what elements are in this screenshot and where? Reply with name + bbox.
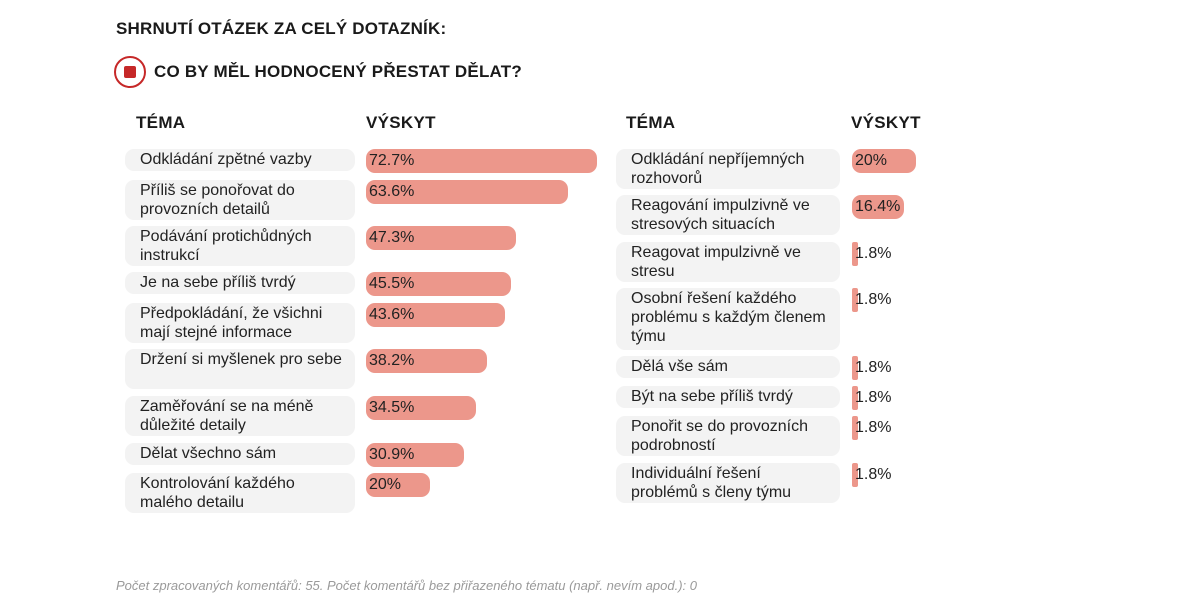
theme-label: Podávání protichůdných instrukcí	[125, 226, 355, 266]
right-occurrence-header: VÝSKYT	[851, 113, 921, 132]
occurrence-bar	[852, 242, 858, 266]
occurrence-bar	[366, 396, 476, 420]
occurrence-value: 30.9%	[369, 446, 415, 463]
occurrence-value: 43.6%	[369, 306, 415, 323]
occurrence-bar	[852, 463, 858, 487]
page-title: SHRNUTÍ OTÁZEK ZA CELÝ DOTAZNÍK:	[116, 19, 447, 38]
occurrence-bar	[852, 195, 905, 219]
stop-icon	[114, 56, 146, 88]
question-title: CO BY MĚL HODNOCENÝ PŘESTAT DĚLAT?	[154, 62, 522, 81]
theme-label: Držení si myšlenek pro sebe	[125, 349, 355, 389]
left-theme-header: TÉMA	[136, 113, 186, 132]
theme-label: Kontrolování každého malého detailu	[125, 473, 355, 513]
theme-label: Předpokládání, že všichni mají stejné in…	[125, 303, 355, 343]
theme-label: Reagovat impulzivně ve stresu	[616, 242, 840, 282]
theme-label: Reagování impulzivně ve stresových situa…	[616, 195, 840, 235]
theme-label: Odkládání zpětné vazby	[125, 149, 355, 171]
occurrence-value: 34.5%	[369, 399, 415, 416]
occurrence-bar	[366, 272, 511, 296]
footer-note: Počet zpracovaných komentářů: 55. Počet …	[116, 578, 697, 593]
theme-label: Individuální řešení problémů s členy tým…	[616, 463, 840, 503]
theme-label: Být na sebe příliš tvrdý	[616, 386, 840, 408]
theme-label: Dělá vše sám	[616, 356, 840, 378]
occurrence-bar	[366, 349, 488, 373]
occurrence-bar	[366, 180, 569, 204]
occurrence-bar	[852, 149, 916, 173]
occurrence-bar	[852, 288, 858, 312]
occurrence-value: 20%	[369, 476, 402, 493]
occurrence-value: 38.2%	[369, 352, 415, 369]
theme-label: Je na sebe příliš tvrdý	[125, 272, 355, 294]
question-header: CO BY MĚL HODNOCENÝ PŘESTAT DĚLAT?	[114, 56, 522, 88]
occurrence-value: 47.3%	[369, 229, 415, 246]
occurrence-value: 16.4%	[855, 198, 901, 215]
occurrence-bar	[366, 226, 517, 250]
occurrence-value: 72.7%	[369, 152, 415, 169]
occurrence-bar	[852, 416, 858, 440]
theme-label: Zaměřování se na méně důležité detaily	[125, 396, 355, 436]
occurrence-bar	[852, 356, 858, 380]
theme-label: Odkládání nepříjemných rozhovorů	[616, 149, 840, 189]
occurrence-value: 20%	[855, 152, 888, 169]
occurrence-bar	[366, 443, 465, 467]
occurrence-bar	[366, 149, 597, 173]
occurrence-bar	[852, 386, 858, 410]
occurrence-bar	[366, 303, 505, 327]
occurrence-value: 1.8%	[855, 359, 892, 376]
occurrence-value: 1.8%	[855, 389, 892, 406]
theme-label: Osobní řešení každého problému s každým …	[616, 288, 840, 350]
left-occurrence-header: VÝSKYT	[366, 113, 436, 132]
occurrence-value: 45.5%	[369, 275, 415, 292]
occurrence-value: 1.8%	[855, 245, 892, 262]
theme-label: Příliš se ponořovat do provozních detail…	[125, 180, 355, 220]
occurrence-value: 1.8%	[855, 291, 892, 308]
theme-label: Ponořit se do provozních podrobností	[616, 416, 840, 456]
occurrence-value: 1.8%	[855, 419, 892, 436]
right-theme-header: TÉMA	[626, 113, 676, 132]
theme-label: Dělat všechno sám	[125, 443, 355, 465]
occurrence-value: 63.6%	[369, 183, 415, 200]
occurrence-bar	[366, 473, 430, 497]
occurrence-value: 1.8%	[855, 466, 892, 483]
